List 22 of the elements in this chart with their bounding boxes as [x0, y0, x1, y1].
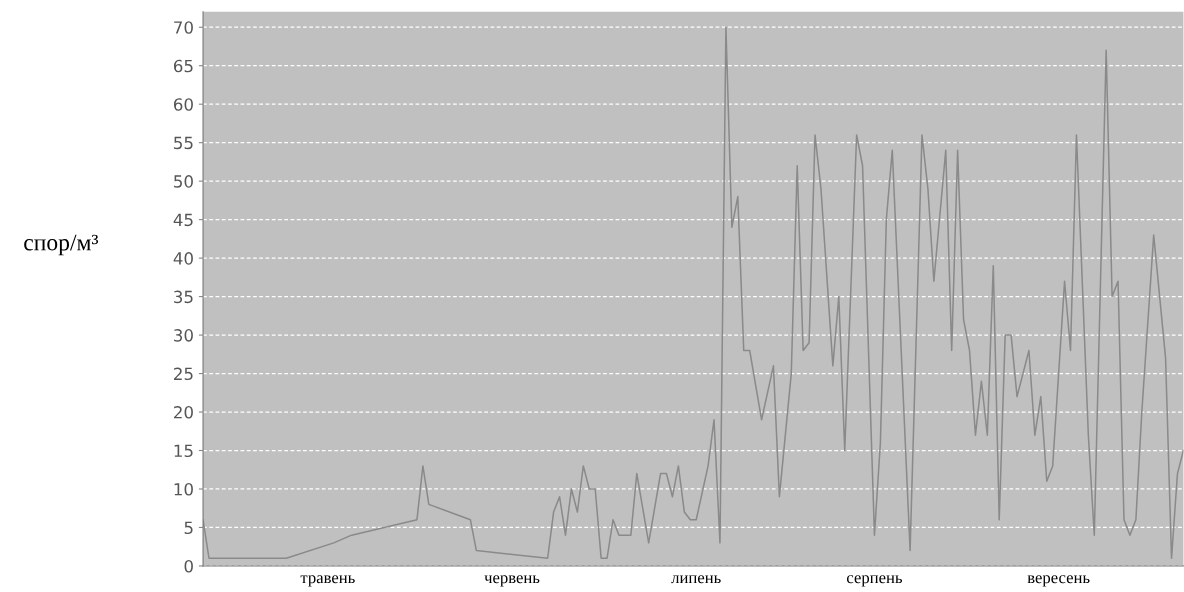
- y-tick-label: 65: [173, 59, 193, 73]
- y-tick-label: 15: [174, 444, 193, 458]
- y-tick-label: 35: [174, 290, 193, 304]
- x-tick-label: липень: [671, 575, 721, 584]
- y-tick-label: 25: [174, 367, 193, 381]
- y-tick-label: 55: [174, 136, 193, 150]
- y-tick-label: 60: [173, 98, 193, 111]
- x-tick-label: серпень: [847, 575, 903, 587]
- x-tick-label: травень: [300, 575, 355, 587]
- y-tick-label: 45: [173, 213, 193, 227]
- y-tick-label: 40: [173, 252, 193, 265]
- y-tick-label: 5: [184, 521, 193, 535]
- y-tick-label: 0: [184, 559, 193, 573]
- x-tick-label: червень: [484, 575, 540, 587]
- line-series: [203, 26, 1184, 560]
- y-tick-label: 10: [174, 482, 193, 496]
- x-tick-label: вересень: [1027, 575, 1090, 587]
- y-tick-label: 70: [174, 21, 193, 34]
- y-tick-label: 50: [174, 175, 193, 188]
- y-axis-title: спор/м³: [24, 234, 99, 256]
- y-tick-label: 20: [174, 405, 193, 419]
- y-tick-label: 30: [174, 329, 193, 342]
